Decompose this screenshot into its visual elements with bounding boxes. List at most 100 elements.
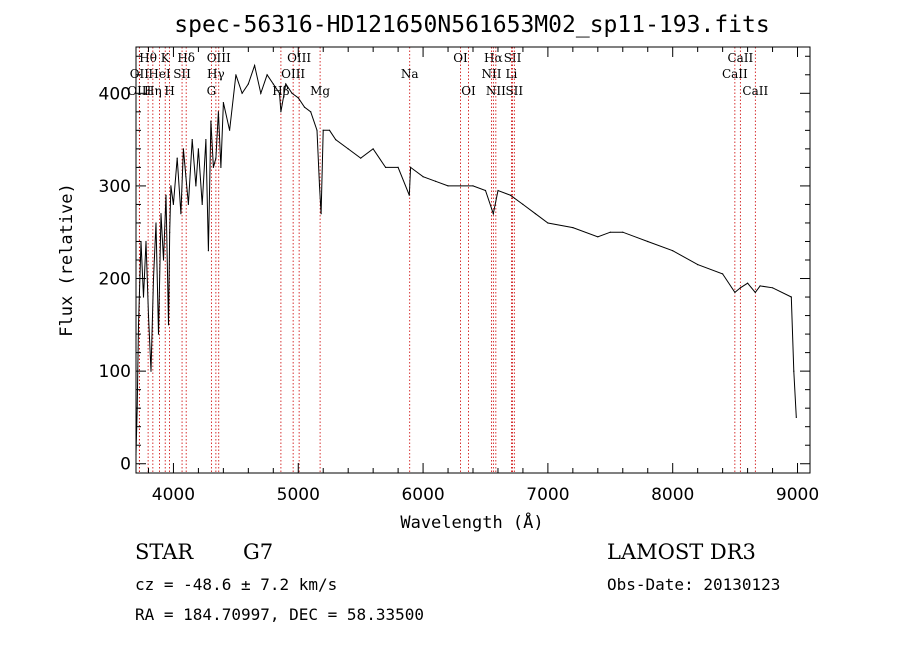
spectral-line-label: Hγ xyxy=(207,67,225,81)
object-subclass: G7 xyxy=(243,540,274,564)
data-point xyxy=(328,129,331,131)
redshift-value: cz = -48.6 ± 7.2 km/s xyxy=(135,575,338,594)
data-point xyxy=(320,213,322,215)
data-point xyxy=(169,231,171,233)
spectral-line-label: NII xyxy=(481,67,501,81)
spectral-line-label: CaII xyxy=(722,67,748,81)
data-point xyxy=(247,83,249,85)
data-point xyxy=(522,203,524,205)
data-point xyxy=(182,148,184,150)
x-tick-label: 7000 xyxy=(526,485,569,505)
chart-title: spec-56316-HD121650N561653M02_sp11-193.f… xyxy=(174,12,769,38)
spectral-line-label: G xyxy=(207,84,217,98)
observation-date: Obs-Date: 20130123 xyxy=(607,575,781,594)
data-point xyxy=(201,203,203,205)
data-point xyxy=(285,83,287,85)
data-point xyxy=(210,120,212,122)
x-tick-label: 6000 xyxy=(401,485,444,505)
spectral-line-label: OI xyxy=(453,51,468,65)
spectral-line-label: OI xyxy=(461,84,476,98)
spectral-line-label: HeI xyxy=(148,67,171,81)
spectral-line-label: Hδ xyxy=(177,51,195,65)
data-point xyxy=(422,176,424,178)
spectral-line-label: OII xyxy=(130,67,150,81)
data-point xyxy=(747,282,749,284)
spectral-line-label: K xyxy=(161,51,171,65)
data-point xyxy=(167,324,170,326)
data-point xyxy=(162,259,165,261)
x-tick-label: 8000 xyxy=(651,485,694,505)
spectral-line-label: Li xyxy=(506,67,518,81)
data-point xyxy=(739,287,742,289)
data-point xyxy=(254,64,256,67)
data-point xyxy=(272,83,274,85)
spectral-line-label: Hθ xyxy=(139,51,157,65)
spectral-line-label: Mg xyxy=(310,84,330,98)
data-point xyxy=(316,129,318,131)
y-tick-label: 200 xyxy=(99,270,131,290)
data-point xyxy=(217,111,219,113)
x-tick-label: 9000 xyxy=(776,485,819,505)
data-point xyxy=(222,102,224,104)
spectral-line-label: OIII xyxy=(207,51,231,65)
data-point xyxy=(310,111,312,113)
data-point xyxy=(497,189,499,192)
spectral-line-label: SII xyxy=(173,67,191,81)
spectral-line-label: Hα xyxy=(484,51,503,65)
object-type: STAR xyxy=(135,540,194,564)
data-point xyxy=(647,240,649,243)
data-point xyxy=(207,250,209,252)
data-point xyxy=(235,74,237,76)
y-tick-label: 0 xyxy=(120,455,131,475)
survey-name: LAMOST DR3 xyxy=(607,540,756,564)
spectral-line-label: SII xyxy=(504,51,522,65)
data-point xyxy=(322,129,324,131)
data-point xyxy=(172,203,174,205)
spectral-line-label: CaII xyxy=(742,84,768,98)
data-point xyxy=(759,285,761,287)
data-point xyxy=(793,370,795,372)
data-point xyxy=(597,236,599,238)
y-tick-label: 300 xyxy=(99,177,131,197)
data-point xyxy=(266,74,268,76)
data-point xyxy=(547,222,549,224)
x-tick-label: 5000 xyxy=(277,485,320,505)
y-tick-label: 100 xyxy=(99,362,131,382)
data-point xyxy=(297,97,299,99)
data-point xyxy=(360,157,362,159)
data-point xyxy=(215,157,217,159)
data-point xyxy=(147,315,150,317)
data-point xyxy=(609,231,611,233)
data-point xyxy=(155,222,157,224)
data-point xyxy=(534,213,537,215)
data-point xyxy=(790,296,792,298)
data-point xyxy=(137,324,140,326)
data-point xyxy=(152,277,155,280)
data-point xyxy=(291,92,293,94)
data-point xyxy=(408,194,410,196)
data-point xyxy=(180,213,182,215)
data-point xyxy=(157,333,160,335)
spectral-line-label: CaII xyxy=(727,51,753,65)
spectral-line-label: Na xyxy=(401,67,419,81)
data-point xyxy=(318,185,321,187)
spectral-line-label: OIII xyxy=(127,84,151,98)
data-point xyxy=(622,231,624,233)
data-point xyxy=(229,129,231,131)
data-point xyxy=(795,416,797,418)
data-point xyxy=(197,148,199,150)
sky-coordinates: RA = 184.70997, DEC = 58.33500 xyxy=(135,605,424,624)
data-point xyxy=(165,194,167,196)
data-point xyxy=(459,185,462,187)
data-point xyxy=(278,92,281,94)
spectral-line-label: SII xyxy=(505,84,523,98)
data-point xyxy=(205,139,207,141)
spectral-line-label: H xyxy=(164,84,174,98)
spectrum-line xyxy=(135,63,797,455)
data-point xyxy=(484,189,487,192)
data-point xyxy=(572,227,574,229)
x-tick-label: 4000 xyxy=(152,485,195,505)
y-tick-label: 400 xyxy=(99,84,131,104)
